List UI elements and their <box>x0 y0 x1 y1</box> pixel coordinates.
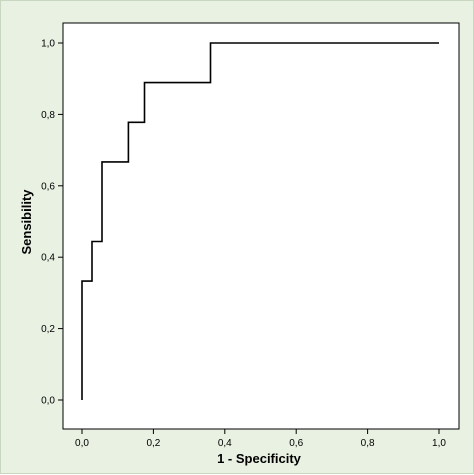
y-axis-title: Sensibility <box>19 189 34 255</box>
x-tick-label: 0,0 <box>75 438 89 449</box>
y-tick-label: 0,0 <box>41 396 55 407</box>
x-tick-label: 0,6 <box>289 438 303 449</box>
x-tick-label: 0,2 <box>146 438 160 449</box>
y-axis-ticks: 0,0 0,2 0,4 0,6 0,8 1,0 <box>41 39 63 407</box>
y-tick-label: 0,4 <box>41 253 55 264</box>
y-tick-label: 0,2 <box>41 324 55 335</box>
plot-area <box>62 22 460 430</box>
y-tick-label: 1,0 <box>41 39 55 50</box>
x-axis-title: 1 - Specificity <box>217 451 302 466</box>
x-axis-ticks: 0,0 0,2 0,4 0,6 0,8 1,0 <box>75 429 446 449</box>
y-tick-label: 0,6 <box>41 181 55 192</box>
x-tick-label: 0,4 <box>218 438 232 449</box>
roc-curve-line <box>81 42 439 400</box>
x-tick-label: 1,0 <box>432 438 446 449</box>
y-tick-label: 0,8 <box>41 110 55 121</box>
x-tick-label: 0,8 <box>361 438 375 449</box>
